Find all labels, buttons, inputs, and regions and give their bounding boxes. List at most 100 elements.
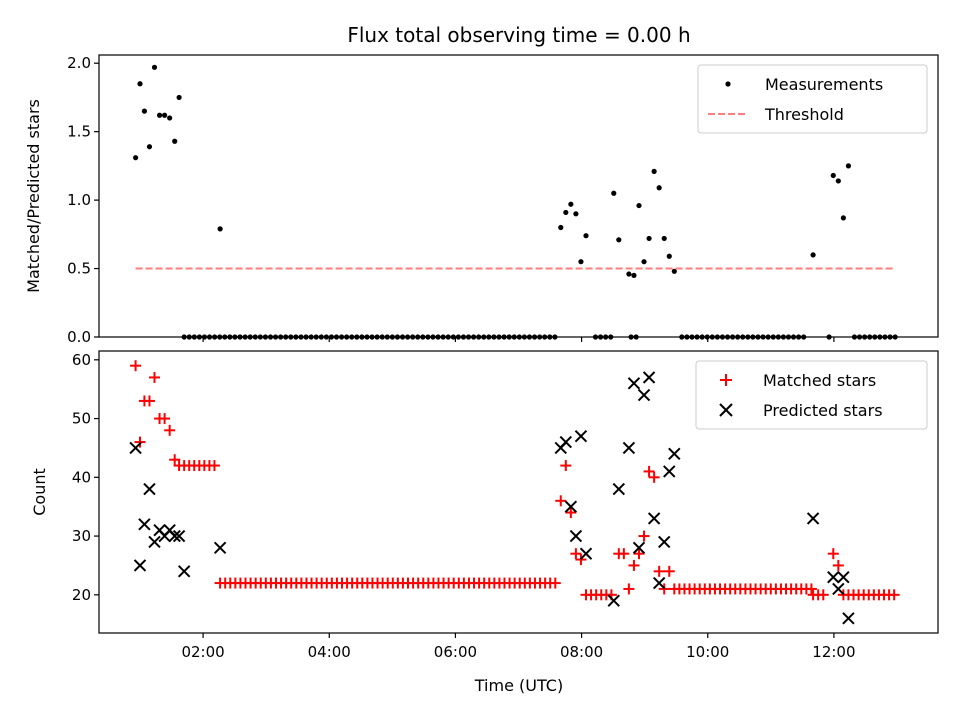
measurement-point bbox=[573, 211, 579, 217]
matched-star-point bbox=[149, 371, 161, 383]
top-axes-frame bbox=[98, 54, 939, 338]
measurement-point bbox=[646, 235, 652, 242]
top-legend: Measurements Threshold bbox=[697, 64, 928, 134]
predicted-star-point bbox=[652, 576, 666, 590]
measurement-point bbox=[845, 163, 852, 169]
matched-star-point bbox=[164, 424, 176, 436]
top-y-tick-label: 0.5 bbox=[67, 260, 91, 278]
matched-star-point bbox=[888, 589, 900, 601]
predicted-star-point bbox=[622, 441, 636, 455]
bottom-legend-box bbox=[695, 360, 928, 430]
top-legend-box bbox=[697, 64, 928, 134]
predicted-star-point bbox=[642, 371, 656, 384]
bottom-y-tick-label: 40 bbox=[72, 468, 91, 486]
measurement-point bbox=[176, 94, 182, 101]
matched-star-point bbox=[208, 460, 220, 472]
measurement-point bbox=[568, 201, 574, 207]
predicted-star-point bbox=[129, 441, 142, 455]
top-y-tick-label: 2.0 bbox=[67, 54, 91, 72]
matched-star-point bbox=[832, 559, 844, 571]
matched-star-point bbox=[549, 577, 561, 589]
measurement-point bbox=[563, 209, 569, 216]
predicted-star-point bbox=[213, 541, 227, 555]
predicted-star-point bbox=[133, 559, 147, 572]
measurement-point bbox=[641, 259, 647, 265]
predicted-star-point bbox=[607, 594, 620, 607]
predicted-star-point bbox=[143, 482, 156, 496]
matched-star-point bbox=[130, 360, 142, 372]
legend-predicted-label: Predicted stars bbox=[763, 401, 883, 420]
matched-star-point bbox=[565, 507, 577, 519]
matched-star-point bbox=[805, 583, 817, 595]
measurement-point bbox=[671, 268, 677, 274]
bottom-y-tick-label: 60 bbox=[72, 351, 91, 369]
measurement-point bbox=[636, 202, 642, 209]
measurement-point bbox=[146, 144, 153, 150]
measurement-point bbox=[651, 168, 657, 174]
matched-star-point bbox=[623, 583, 635, 595]
matched-star-point bbox=[570, 548, 582, 560]
bottom-y-tick-label: 50 bbox=[72, 410, 91, 428]
predicted-star-point bbox=[138, 518, 151, 531]
measurement-point bbox=[162, 112, 168, 118]
top-y-axis-label: Matched/Predicted stars bbox=[24, 99, 43, 293]
matched-star-point bbox=[653, 565, 665, 577]
predicted-star-point bbox=[637, 388, 651, 402]
measurement-point bbox=[156, 112, 163, 118]
matched-star-point bbox=[159, 413, 171, 425]
x-tick-label: 12:00 bbox=[812, 643, 855, 661]
measurement-point bbox=[132, 155, 139, 161]
predicted-star-point bbox=[569, 529, 583, 543]
measurement-point bbox=[830, 172, 836, 179]
bottom-axes-frame bbox=[98, 350, 939, 634]
matched-star-point bbox=[555, 495, 567, 507]
predicted-star-point bbox=[647, 512, 661, 525]
chart-title: Flux total observing time = 0.00 h bbox=[347, 23, 690, 47]
top-y-tick-label: 1.0 bbox=[67, 191, 91, 209]
predicted-star-point bbox=[172, 529, 186, 543]
predicted-star-point bbox=[574, 429, 588, 443]
measurement-point bbox=[666, 253, 672, 259]
measurement-point bbox=[626, 271, 632, 277]
measurement-point bbox=[137, 81, 143, 87]
measurement-point bbox=[578, 259, 584, 265]
predicted-star-point bbox=[612, 482, 626, 496]
measurement-point bbox=[583, 233, 589, 239]
predicted-star-point bbox=[559, 435, 573, 449]
measurement-point bbox=[558, 224, 564, 231]
measurement-point bbox=[656, 185, 662, 191]
top-y-tick-label: 0.0 bbox=[67, 328, 91, 346]
matched-star-point bbox=[633, 548, 645, 560]
predicted-star-point bbox=[806, 512, 820, 525]
legend-measurements-marker bbox=[725, 81, 731, 87]
matched-star-point bbox=[817, 589, 829, 601]
x-tick-label: 06:00 bbox=[434, 643, 477, 661]
predicted-star-point bbox=[177, 565, 191, 578]
x-tick-label: 02:00 bbox=[181, 643, 224, 661]
matched-star-point bbox=[618, 548, 630, 560]
x-axis-label: Time (UTC) bbox=[474, 676, 563, 695]
measurement-point bbox=[141, 108, 148, 114]
predicted-star-point bbox=[148, 535, 161, 549]
predicted-star-point bbox=[837, 570, 850, 584]
measurement-point bbox=[217, 226, 223, 232]
measurement-point bbox=[611, 190, 617, 196]
legend-measurements-label: Measurements bbox=[765, 75, 883, 94]
measurement-point bbox=[631, 272, 637, 278]
predicted-star-point bbox=[579, 547, 593, 560]
legend-threshold-label: Threshold bbox=[764, 105, 844, 124]
bottom-legend: Matched stars Predicted stars bbox=[695, 360, 928, 430]
matched-star-point bbox=[638, 530, 650, 542]
bottom-y-axis-label: Count bbox=[30, 468, 49, 516]
legend-predicted-marker bbox=[719, 403, 733, 417]
x-tick-label: 08:00 bbox=[560, 643, 603, 661]
bottom-y-tick-label: 30 bbox=[72, 527, 91, 545]
matched-star-point bbox=[827, 548, 839, 560]
bottom-plot-area: 20 30 40 50 60 02:00 04:00 06:00 08:00 10:00 12:00 bbox=[72, 351, 900, 661]
predicted-star-point bbox=[668, 447, 681, 461]
x-tick-label: 10:00 bbox=[686, 643, 729, 661]
legend-matched-label: Matched stars bbox=[763, 371, 876, 390]
predicted-star-point bbox=[168, 529, 181, 543]
matched-star-point bbox=[628, 559, 640, 571]
